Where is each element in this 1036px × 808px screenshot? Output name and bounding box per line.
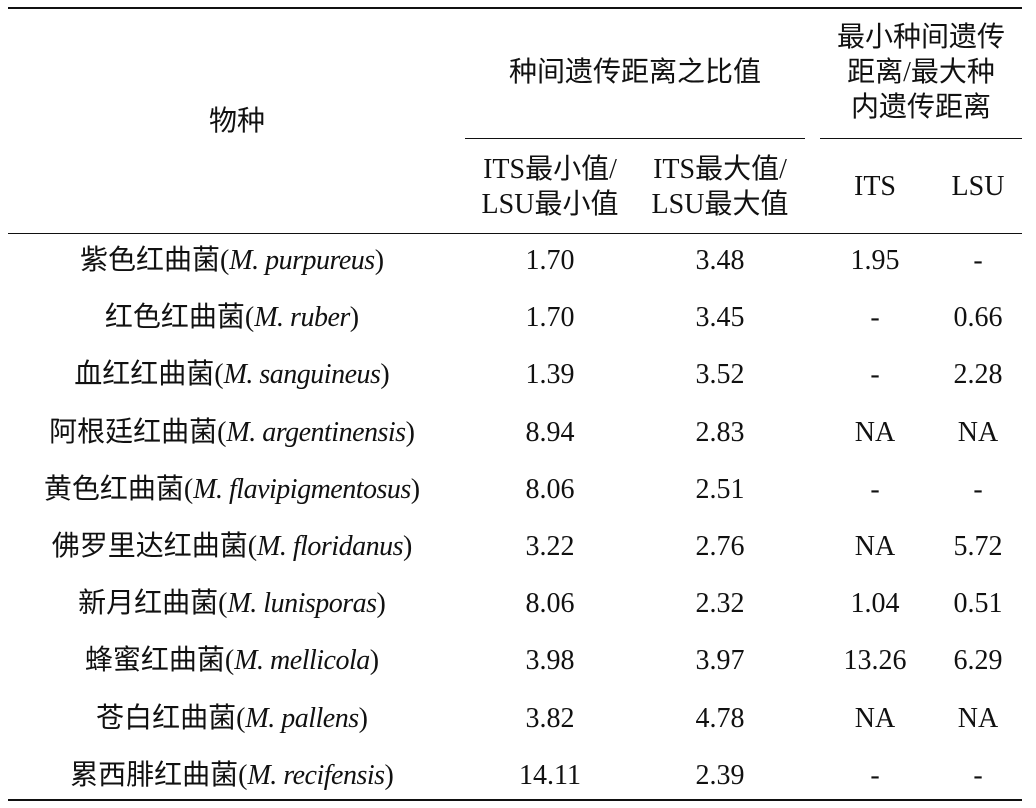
cell: - xyxy=(973,759,983,791)
name-part: 紫色红曲菌( xyxy=(79,245,230,276)
cell: NA xyxy=(957,416,999,448)
cell: 8.94 xyxy=(525,416,575,448)
name-part: ) xyxy=(384,759,394,791)
name-part: ) xyxy=(369,645,380,677)
header-group: 内遗传距离 xyxy=(850,92,992,123)
species-name: 阿根廷红曲菌(M. argentinensis) xyxy=(49,416,415,450)
species-name: 黄色红曲菌(M. flavipigmentosus) xyxy=(44,473,420,507)
cell: 2.76 xyxy=(695,531,745,562)
name-part: ) xyxy=(349,302,360,334)
species-name: 累西腓红曲菌(M. recifensis) xyxy=(70,759,394,793)
header-group: 最小种间遗传 xyxy=(836,22,1006,53)
cell: - xyxy=(973,245,983,276)
header-species: 物种 xyxy=(208,106,266,137)
latin-name: M. floridanus xyxy=(257,531,403,562)
cell: NA xyxy=(957,702,999,734)
cell: - xyxy=(870,302,880,334)
bottom-rule xyxy=(8,799,1022,801)
header-col: LSU最大值 xyxy=(651,189,789,220)
name-part: ) xyxy=(410,473,421,505)
name-part: 血红红曲菌( xyxy=(74,359,224,391)
cell: 3.97 xyxy=(695,645,745,677)
cell: NA xyxy=(854,416,896,448)
cell: NA xyxy=(854,531,896,562)
name-part: ) xyxy=(376,588,386,620)
header-group: 距离/最大种 xyxy=(847,57,995,88)
name-part: 苍白红曲菌( xyxy=(96,702,246,734)
cell: 8.06 xyxy=(525,588,575,620)
name-part: 红色红曲菌( xyxy=(104,302,255,334)
name-part: ) xyxy=(380,359,390,391)
cell: 0.66 xyxy=(953,302,1003,334)
latin-name: M. mellicola xyxy=(234,645,370,677)
cell: - xyxy=(870,759,880,791)
top-rule xyxy=(8,7,1022,9)
latin-name: M. purpureus xyxy=(229,245,375,276)
cell: 1.70 xyxy=(525,245,575,276)
cell: NA xyxy=(854,702,896,734)
cell: 3.22 xyxy=(525,531,575,562)
cell: 13.26 xyxy=(843,645,907,677)
header-col: LSU最小值 xyxy=(481,189,619,220)
cell: 0.51 xyxy=(953,588,1003,620)
name-part: ) xyxy=(405,416,415,448)
cell: - xyxy=(870,359,880,391)
name-part: 黄色红曲菌( xyxy=(43,473,194,505)
latin-name: M. recifensis xyxy=(247,759,385,791)
header-col: ITS xyxy=(854,171,896,202)
cell: 2.83 xyxy=(695,416,745,448)
name-part: 累西腓红曲菌( xyxy=(70,759,248,791)
cell: 6.29 xyxy=(953,645,1003,677)
cell: 2.32 xyxy=(695,588,745,620)
header-rule xyxy=(8,233,1022,234)
cell: 14.11 xyxy=(519,759,581,791)
cell: 4.78 xyxy=(695,702,745,734)
group-rule xyxy=(465,138,805,139)
species-name: 红色红曲菌(M. ruber) xyxy=(105,301,359,335)
latin-name: M. pallens xyxy=(245,702,359,734)
latin-name: M. lunisporas xyxy=(227,588,377,620)
latin-name: M. flavipigmentosus xyxy=(193,473,411,505)
cell: 2.39 xyxy=(695,759,745,791)
cell: 8.06 xyxy=(525,473,575,505)
group-rule xyxy=(820,138,1022,139)
header-col: ITS最大值/ xyxy=(653,154,787,185)
name-part: ) xyxy=(402,531,413,562)
name-part: ) xyxy=(374,245,385,276)
name-part: ) xyxy=(358,702,368,734)
cell: 3.45 xyxy=(695,302,745,334)
species-name: 苍白红曲菌(M. pallens) xyxy=(96,702,368,736)
cell: 1.70 xyxy=(525,302,575,334)
cell: 2.28 xyxy=(953,359,1003,391)
latin-name: M. ruber xyxy=(254,302,350,334)
cell: - xyxy=(870,473,880,505)
species-name: 蜂蜜红曲菌(M. mellicola) xyxy=(85,644,379,678)
name-part: 新月红曲菌( xyxy=(78,588,228,620)
cell: - xyxy=(973,473,983,505)
latin-name: M. sanguineus xyxy=(223,359,381,391)
name-part: 阿根廷红曲菌( xyxy=(49,416,227,448)
cell: 3.82 xyxy=(525,702,575,734)
header-col: ITS最小值/ xyxy=(483,154,617,185)
cell: 5.72 xyxy=(953,531,1003,562)
species-name: 紫色红曲菌(M. purpureus) xyxy=(80,244,384,278)
cell: 1.39 xyxy=(525,359,575,391)
latin-name: M. argentinensis xyxy=(226,416,406,448)
cell: 3.48 xyxy=(695,245,745,276)
species-name: 新月红曲菌(M. lunisporas) xyxy=(78,587,386,621)
cell: 1.04 xyxy=(850,588,900,620)
cell: 3.98 xyxy=(525,645,575,677)
header-col: LSU xyxy=(951,171,1005,202)
header-group: 种间遗传距离之比值 xyxy=(508,57,762,88)
cell: 3.52 xyxy=(695,359,745,391)
species-name: 佛罗里达红曲菌(M. floridanus) xyxy=(52,530,413,564)
cell: 1.95 xyxy=(850,245,900,276)
name-part: 蜂蜜红曲菌( xyxy=(84,645,235,677)
cell: 2.51 xyxy=(695,473,745,505)
species-name: 血红红曲菌(M. sanguineus) xyxy=(74,358,389,392)
name-part: 佛罗里达红曲菌( xyxy=(51,531,258,562)
